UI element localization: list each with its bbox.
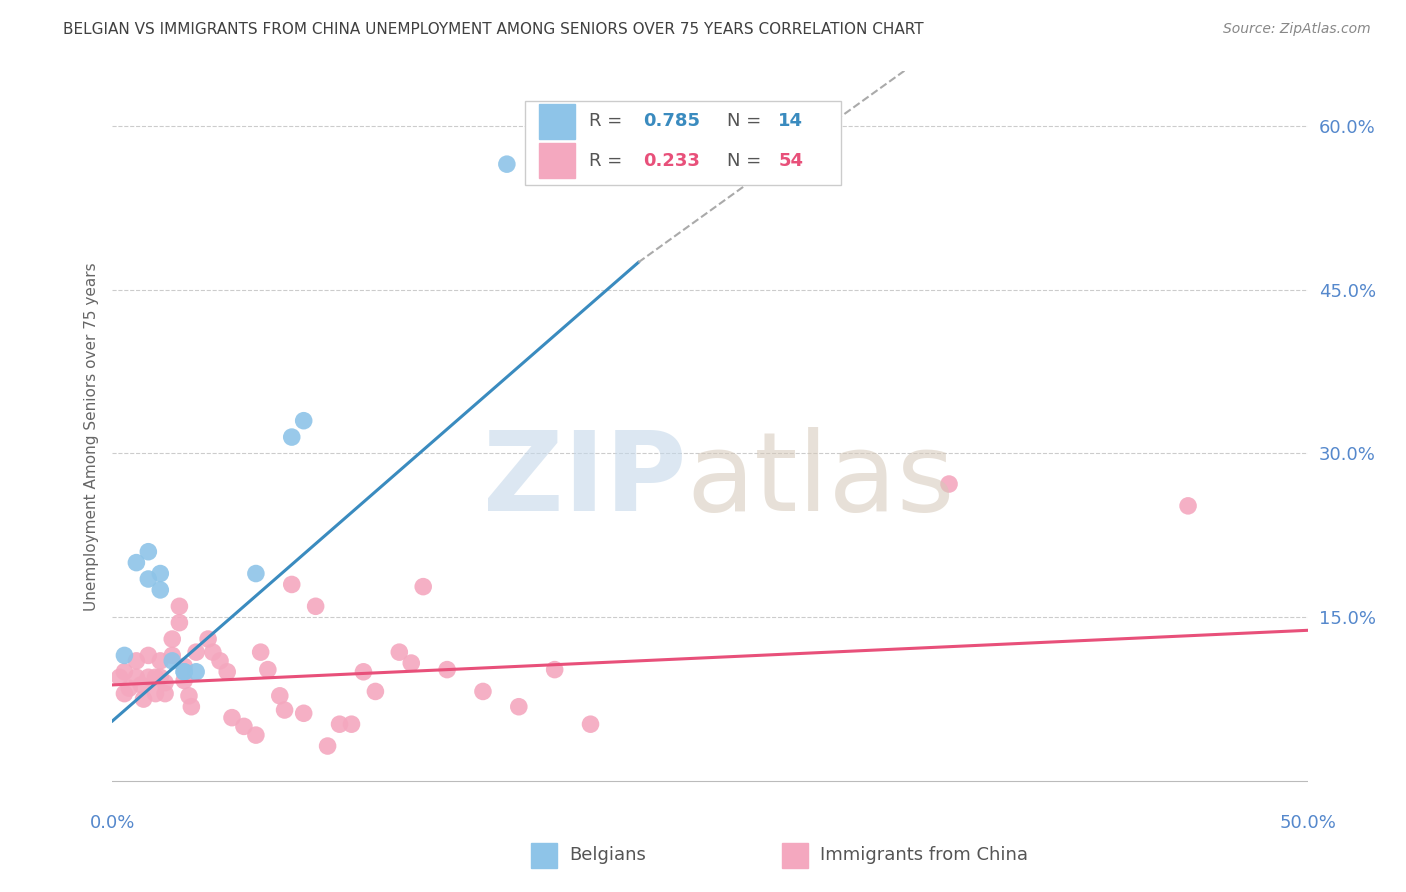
FancyBboxPatch shape	[524, 101, 842, 185]
Point	[173, 673, 195, 688]
Point	[292, 706, 315, 721]
Point	[125, 670, 148, 684]
Point	[388, 645, 411, 659]
Point	[543, 663, 565, 677]
Point	[125, 654, 148, 668]
Text: Belgians: Belgians	[569, 847, 645, 864]
Point	[114, 648, 135, 663]
Point	[329, 717, 352, 731]
Point	[118, 681, 141, 695]
Point	[186, 665, 208, 679]
Text: N =: N =	[727, 152, 766, 169]
Point	[138, 545, 160, 559]
Text: Source: ZipAtlas.com: Source: ZipAtlas.com	[1223, 22, 1371, 37]
Point	[162, 654, 183, 668]
Bar	[782, 843, 808, 868]
Point	[125, 556, 148, 570]
Text: 54: 54	[778, 152, 803, 169]
Point	[436, 663, 458, 677]
Point	[138, 648, 160, 663]
Point	[149, 566, 172, 581]
Point	[209, 654, 232, 668]
Point	[273, 703, 295, 717]
Text: 14: 14	[778, 112, 803, 130]
Point	[169, 615, 191, 630]
Text: N =: N =	[727, 112, 766, 130]
Point	[316, 739, 339, 753]
Text: ZIP: ZIP	[482, 427, 686, 534]
Point	[401, 656, 423, 670]
Point	[281, 577, 304, 591]
Text: R =: R =	[589, 112, 628, 130]
Point	[149, 582, 172, 597]
Point	[186, 645, 208, 659]
Point	[114, 665, 135, 679]
Y-axis label: Unemployment Among Seniors over 75 years: Unemployment Among Seniors over 75 years	[83, 263, 98, 611]
Point	[169, 599, 191, 614]
Point	[496, 157, 519, 171]
Point	[269, 689, 291, 703]
Point	[173, 659, 195, 673]
Point	[281, 430, 304, 444]
Text: atlas: atlas	[686, 427, 955, 534]
Bar	[538, 143, 575, 178]
Point	[149, 654, 172, 668]
Point	[257, 663, 280, 677]
Point	[245, 566, 267, 581]
Point	[153, 687, 176, 701]
Point	[129, 678, 152, 692]
Point	[149, 670, 172, 684]
Point	[145, 670, 167, 684]
Point	[938, 477, 960, 491]
Point	[173, 665, 195, 679]
Point	[508, 699, 530, 714]
Point	[108, 670, 131, 684]
Point	[180, 699, 202, 714]
Point	[153, 675, 176, 690]
Point	[221, 711, 243, 725]
Point	[162, 648, 183, 663]
Point	[173, 665, 195, 679]
Point	[197, 632, 219, 646]
Bar	[538, 103, 575, 138]
Text: 0.233: 0.233	[643, 152, 700, 169]
Point	[579, 717, 602, 731]
Point	[352, 665, 374, 679]
Bar	[531, 843, 557, 868]
Text: R =: R =	[589, 152, 628, 169]
Point	[138, 670, 160, 684]
Point	[1177, 499, 1199, 513]
Point	[340, 717, 363, 731]
Point	[114, 687, 135, 701]
Point	[233, 719, 256, 733]
Point	[364, 684, 387, 698]
Point	[201, 645, 224, 659]
Text: 0.785: 0.785	[643, 112, 700, 130]
Point	[292, 414, 315, 428]
Point	[138, 572, 160, 586]
Point	[177, 689, 200, 703]
Text: BELGIAN VS IMMIGRANTS FROM CHINA UNEMPLOYMENT AMONG SENIORS OVER 75 YEARS CORREL: BELGIAN VS IMMIGRANTS FROM CHINA UNEMPLO…	[63, 22, 924, 37]
Point	[217, 665, 239, 679]
Point	[162, 632, 183, 646]
Point	[412, 580, 434, 594]
Point	[472, 684, 495, 698]
Point	[245, 728, 267, 742]
Text: Immigrants from China: Immigrants from China	[820, 847, 1028, 864]
Point	[132, 692, 155, 706]
Point	[145, 687, 167, 701]
Point	[249, 645, 271, 659]
Point	[305, 599, 328, 614]
